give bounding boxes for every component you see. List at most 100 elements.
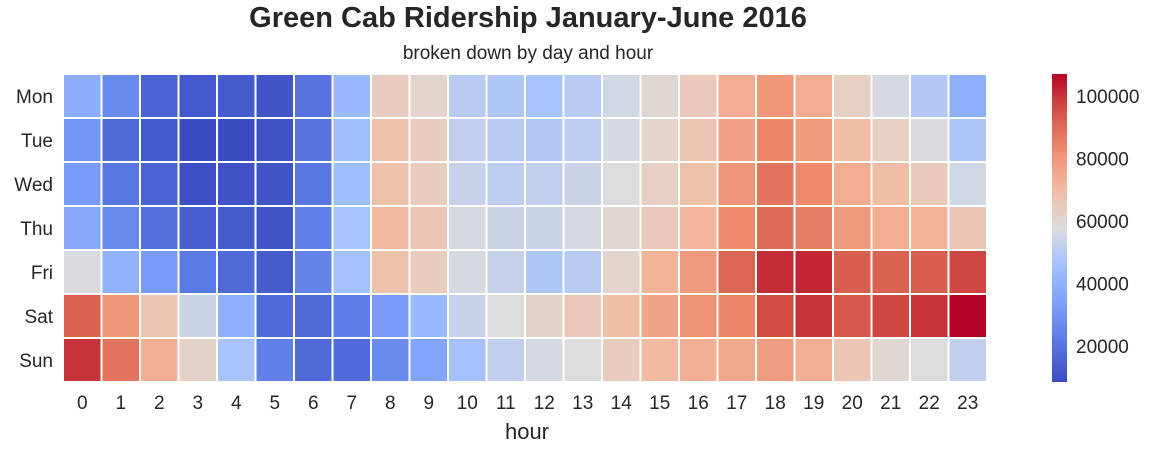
heatmap-cell-fri-22: [909, 249, 950, 295]
heatmap-cell-tue-17: [716, 117, 757, 163]
heatmap-cell-tue-7: [331, 117, 372, 163]
heatmap-cell-sun-17: [716, 337, 757, 383]
y-tick-labels: Mon Tue Wed Thu Fri Sat Sun: [14, 87, 53, 372]
x-tick-label: 10: [457, 393, 478, 414]
heatmap-cell-wed-13: [562, 161, 603, 207]
heatmap-cell-sat-7: [331, 293, 372, 339]
x-tick-label: 19: [803, 393, 824, 414]
heatmap-cell-sat-18: [755, 293, 796, 339]
heatmap-cell-wed-2: [139, 161, 180, 207]
heatmap-cell-mon-17: [716, 73, 757, 119]
colorbar: [1052, 74, 1067, 382]
heatmap-cell-wed-21: [870, 161, 911, 207]
colorbar-tick-label: 40000: [1076, 275, 1129, 296]
heatmap-cell-sun-14: [601, 337, 642, 383]
heatmap-cell-thu-13: [562, 205, 603, 251]
x-tick-label: 7: [346, 393, 357, 414]
heatmap-cell-wed-3: [177, 161, 218, 207]
heatmap-cell-thu-10: [447, 205, 488, 251]
x-tick-label: 1: [115, 393, 126, 414]
heatmap-cell-tue-9: [408, 117, 449, 163]
heatmap-cell-tue-3: [177, 117, 218, 163]
x-tick-label: 2: [154, 393, 165, 414]
y-tick-label: Mon: [16, 87, 53, 108]
heatmap-cell-tue-19: [793, 117, 834, 163]
chart-title: Green Cab Ridership January-June 2016: [249, 2, 807, 34]
heatmap-cell-thu-12: [524, 205, 565, 251]
heatmap-cell-fri-10: [447, 249, 488, 295]
heatmap-cell-sat-11: [485, 293, 526, 339]
heatmap-cell-sun-18: [755, 337, 796, 383]
y-tick-label: Sun: [19, 351, 53, 372]
x-tick-label: 17: [726, 393, 747, 414]
heatmap-cell-sun-2: [139, 337, 180, 383]
heatmap-cell-mon-21: [870, 73, 911, 119]
heatmap-cell-sat-16: [678, 293, 719, 339]
x-tick-labels: 0 1 2 3 4 5 6 7 8 9 10 11 12 13 14 15 16 17 18 19 20 21 22 23: [77, 393, 978, 414]
heatmap-cell-fri-7: [331, 249, 372, 295]
heatmap-cell-sun-10: [447, 337, 488, 383]
heatmap-cell-mon-4: [216, 73, 257, 119]
heatmap-cell-sat-10: [447, 293, 488, 339]
heatmap-cell-thu-8: [370, 205, 411, 251]
heatmap-cell-fri-17: [716, 249, 757, 295]
heatmap-cell-mon-8: [370, 73, 411, 119]
heatmap-cell-fri-15: [639, 249, 680, 295]
heatmap-cell-thu-19: [793, 205, 834, 251]
heatmap-cell-wed-22: [909, 161, 950, 207]
heatmap-cell-tue-1: [100, 117, 141, 163]
heatmap-cell-wed-19: [793, 161, 834, 207]
heatmap-cell-sat-2: [139, 293, 180, 339]
heatmap-cell-thu-11: [485, 205, 526, 251]
heatmap-cell-mon-16: [678, 73, 719, 119]
y-tick-label: Thu: [20, 219, 53, 240]
heatmap-cell-mon-12: [524, 73, 565, 119]
heatmap-cell-thu-20: [832, 205, 873, 251]
heatmap-cell-mon-5: [254, 73, 295, 119]
heatmap-cell-fri-20: [832, 249, 873, 295]
heatmap-cell-wed-20: [832, 161, 873, 207]
heatmap-cell-wed-6: [293, 161, 334, 207]
heatmap-cell-sat-1: [100, 293, 141, 339]
heatmap-cell-mon-14: [601, 73, 642, 119]
colorbar-tick-label: 60000: [1076, 212, 1129, 233]
heatmap-cell-mon-15: [639, 73, 680, 119]
heatmap-cell-wed-14: [601, 161, 642, 207]
heatmap-cell-fri-5: [254, 249, 295, 295]
heatmap-cell-sat-4: [216, 293, 257, 339]
heatmap-cell-mon-19: [793, 73, 834, 119]
heatmap-cell-thu-18: [755, 205, 796, 251]
x-tick-label: 22: [919, 393, 940, 414]
heatmap-cell-fri-2: [139, 249, 180, 295]
heatmap-cell-wed-5: [254, 161, 295, 207]
heatmap-cell-fri-8: [370, 249, 411, 295]
x-tick-label: 20: [842, 393, 863, 414]
x-tick-label: 6: [308, 393, 319, 414]
heatmap-cell-thu-22: [909, 205, 950, 251]
heatmap-cell-sun-5: [254, 337, 295, 383]
colorbar-tick-label: 80000: [1076, 149, 1129, 170]
heatmap-cell-wed-18: [755, 161, 796, 207]
heatmap-cell-fri-3: [177, 249, 218, 295]
heatmap-cell-sun-1: [100, 337, 141, 383]
x-tick-label: 3: [192, 393, 203, 414]
heatmap-cell-sun-16: [678, 337, 719, 383]
heatmap-cell-thu-0: [62, 205, 103, 251]
heatmap-cell-wed-7: [331, 161, 372, 207]
heatmap-cell-sat-3: [177, 293, 218, 339]
heatmap-cell-sat-21: [870, 293, 911, 339]
heatmap-cell-fri-9: [408, 249, 449, 295]
heatmap-cell-tue-13: [562, 117, 603, 163]
x-tick-label: 11: [496, 393, 516, 414]
heatmap-cell-fri-12: [524, 249, 565, 295]
heatmap-cell-sun-21: [870, 337, 911, 383]
heatmap-cell-fri-21: [870, 249, 911, 295]
heatmap-cell-mon-10: [447, 73, 488, 119]
heatmap-cell-thu-14: [601, 205, 642, 251]
x-tick-label: 8: [385, 393, 396, 414]
heatmap-cell-sun-6: [293, 337, 334, 383]
x-tick-label: 12: [534, 393, 555, 414]
heatmap-cell-sat-15: [639, 293, 680, 339]
heatmap-cell-tue-10: [447, 117, 488, 163]
heatmap-cell-mon-1: [100, 73, 141, 119]
